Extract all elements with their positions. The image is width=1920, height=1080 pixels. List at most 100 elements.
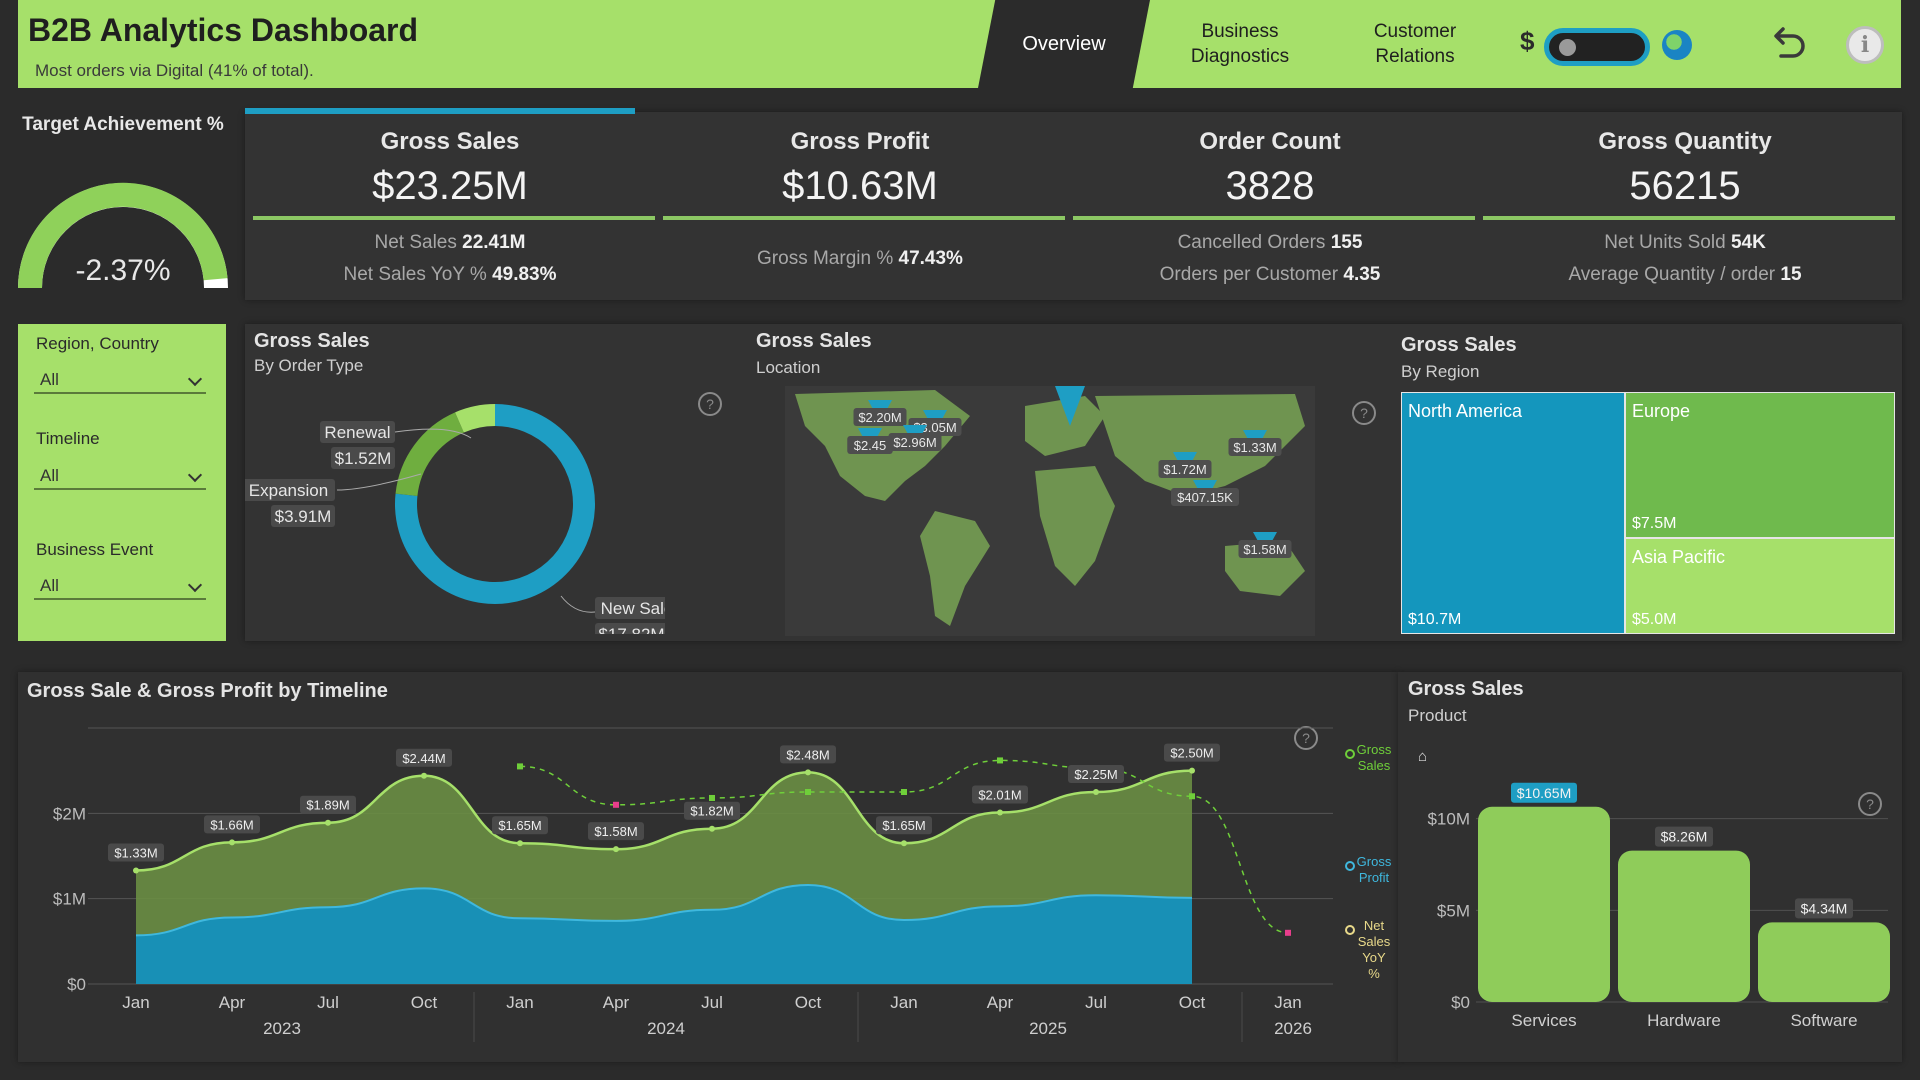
- map-south-america: [920, 511, 990, 626]
- donut-slice[interactable]: [455, 404, 496, 433]
- x-tick-label: Apr: [219, 993, 246, 1012]
- gauge-value: -2.37%: [75, 254, 170, 287]
- data-label-bg: [972, 785, 1028, 804]
- kpi-value: 3828: [1225, 164, 1315, 208]
- data-label: $1.65M: [498, 818, 541, 833]
- filter-select-business-event[interactable]: All: [34, 570, 206, 600]
- gross-sales-point: [325, 819, 331, 826]
- y-tick-label: $2M: [53, 804, 86, 823]
- legend-marker: [1345, 925, 1355, 935]
- home-icon[interactable]: ⌂: [1418, 748, 1428, 765]
- product-bar[interactable]: [1758, 922, 1890, 1002]
- tab-customer-relations[interactable]: Customer Relations: [1373, 21, 1457, 67]
- product-bar[interactable]: [1478, 806, 1610, 1002]
- kpi-title: Gross Quantity: [1598, 128, 1772, 155]
- yoy-point: [709, 794, 715, 801]
- donut-slice[interactable]: [395, 404, 595, 604]
- kpi-underline: [253, 216, 655, 220]
- gross-sales-point: [133, 867, 139, 874]
- map-asia: [1095, 394, 1305, 496]
- world-map[interactable]: $2.20M $3.05M $2.45 $2.96M $1.33M $1.72M $407.…: [785, 386, 1315, 636]
- y-tick-label: $10M: [1427, 810, 1470, 829]
- yoy-point: [1189, 793, 1195, 800]
- legend-marker: [1345, 861, 1355, 871]
- y-tick-label: $1M: [53, 890, 86, 909]
- info-icon[interactable]: i: [1846, 26, 1884, 64]
- currency-toggle[interactable]: [1544, 28, 1650, 66]
- treemap-label: Europe: [1632, 401, 1691, 421]
- donut-title: Gross Sales: [254, 330, 370, 352]
- map-pin-label-bg: [847, 436, 893, 454]
- legend-label: Net: [1364, 918, 1385, 933]
- donut-label: New Sale $17.82M: [595, 597, 665, 634]
- map-subtitle: Location: [756, 358, 821, 377]
- donut-slice[interactable]: [395, 412, 465, 497]
- help-icon[interactable]: ?: [1352, 401, 1376, 425]
- legend-label: Sales: [1358, 758, 1391, 773]
- yoy-point: [805, 789, 811, 795]
- help-icon[interactable]: ?: [1294, 726, 1318, 750]
- y-tick-label: $0: [67, 975, 86, 994]
- legend-label: %: [1368, 966, 1380, 981]
- treemap-label: Asia Pacific: [1632, 547, 1726, 567]
- tab-overview[interactable]: Overview: [978, 0, 1150, 88]
- treemap-asia-pacific[interactable]: Asia Pacific $5.0M: [1625, 538, 1895, 634]
- yoy-point: [1285, 929, 1291, 936]
- kpi-sub: Net Units Sold 54K: [1604, 232, 1766, 253]
- gross-sales-point: [805, 769, 811, 776]
- gross-sales-point: [997, 809, 1003, 816]
- data-label-bg: [1068, 765, 1124, 783]
- gross-profit-line: [135, 884, 1193, 937]
- x-tick-label: Oct: [1179, 993, 1206, 1012]
- kpi-order-count: Order Count 3828 Cancelled Orders 155 Or…: [1065, 112, 1475, 300]
- gross-sales-point: [517, 840, 523, 847]
- treemap-label: North America: [1408, 401, 1523, 421]
- x-tick-label: Jan: [1274, 993, 1301, 1012]
- help-icon[interactable]: ?: [698, 392, 722, 416]
- help-icon[interactable]: ?: [1858, 792, 1882, 816]
- legend-marker: [1345, 749, 1355, 759]
- timeline-panel: Gross Sale & Gross Profit by Timeline ? …: [18, 672, 1398, 1062]
- product-bar[interactable]: [1618, 850, 1750, 1002]
- target-gauge: -2.37%: [18, 182, 228, 289]
- data-label: $1.58M: [594, 824, 637, 839]
- donut-label-name: New Sale: [601, 599, 665, 618]
- mid-panel: Gross Sales By Order Type ? New Sale $17.…: [245, 324, 1902, 641]
- donut-chart: New Sale $17.82M Expansion $3.91M Renewal $1.…: [245, 404, 665, 634]
- product-panel: Gross Sales Product ⌂ ? $0 $5M $10M $10.65M…: [1398, 672, 1902, 1062]
- gross-sales-point: [613, 846, 619, 853]
- donut-label-value: $17.82M: [598, 625, 664, 634]
- yoy-point: [997, 757, 1003, 764]
- year-label: 2023: [263, 1019, 301, 1038]
- data-label-bg: [780, 745, 836, 764]
- product-bar-chart: $0 $5M $10M $10.65M Services $8.26M Hardware $4…: [1427, 782, 1890, 1030]
- donut-label-value: $1.52M: [335, 449, 392, 468]
- yoy-point: [517, 763, 523, 770]
- kpi-title: Gross Profit: [790, 128, 930, 155]
- x-tick-label: Jul: [1085, 993, 1107, 1012]
- map-pin[interactable]: [1055, 386, 1085, 426]
- product-subtitle: Product: [1408, 706, 1467, 725]
- data-label: $1.33M: [114, 846, 157, 861]
- data-label-bg: [588, 822, 644, 841]
- filter-select-region[interactable]: All: [34, 364, 206, 394]
- undo-icon[interactable]: [1765, 22, 1809, 66]
- map-pin-label: $2.20M: [858, 410, 901, 425]
- map-pin-label: $2.45: [854, 438, 887, 453]
- tab-business-diagnostics[interactable]: Business Diagnostics: [1190, 21, 1290, 67]
- data-label-bg: [396, 748, 452, 767]
- x-tick-label: Jan: [506, 993, 533, 1012]
- globe-icon[interactable]: [1662, 30, 1692, 60]
- treemap-value: $5.0M: [1632, 611, 1677, 628]
- legend-label: Gross: [1357, 742, 1392, 757]
- filter-label-timeline: Timeline: [36, 429, 100, 448]
- year-label: 2024: [647, 1019, 685, 1038]
- treemap-north-america[interactable]: North America $10.7M: [1401, 392, 1625, 634]
- treemap-europe[interactable]: Europe $7.5M: [1625, 392, 1895, 538]
- map-pin-label: $2.96M: [893, 435, 936, 450]
- bar-label: $10.65M: [1517, 785, 1571, 801]
- legend-label: Sales: [1358, 934, 1391, 949]
- target-achievement-title: Target Achievement %: [22, 114, 224, 135]
- filter-select-timeline[interactable]: All: [34, 460, 206, 490]
- kpi-sub: Gross Margin % 47.43%: [757, 248, 963, 269]
